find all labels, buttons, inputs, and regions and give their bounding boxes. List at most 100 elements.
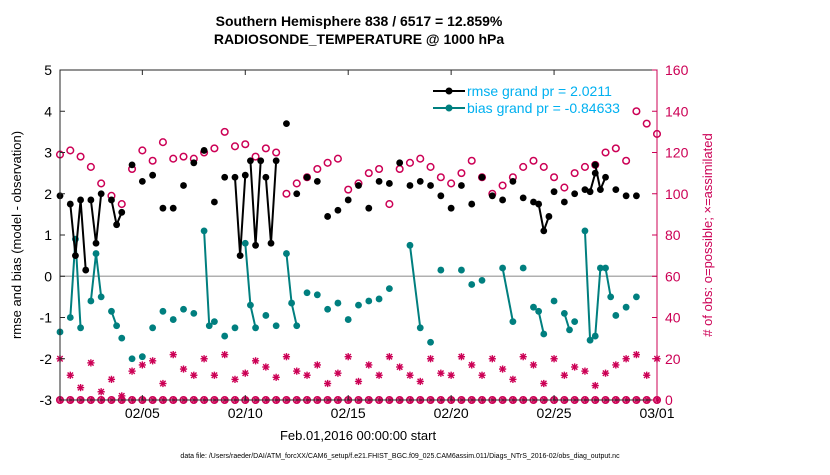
obs-assimilated-marker xyxy=(169,351,177,359)
obs-possible-marker xyxy=(292,179,301,188)
rmse-line xyxy=(69,198,87,271)
bias-point xyxy=(540,330,548,338)
obs-assimilated-stroke xyxy=(355,378,362,385)
bias-point xyxy=(303,289,311,297)
rmse-point xyxy=(267,239,275,247)
obs-assimilated-marker xyxy=(241,369,249,377)
y-tick-label-left: 0 xyxy=(44,268,52,284)
obs-assimilated-marker xyxy=(571,363,579,371)
obs-assimilated-marker xyxy=(282,353,291,361)
obs-assimilated-stroke xyxy=(561,372,568,379)
bias-line xyxy=(583,230,592,341)
obs-assimilated-marker xyxy=(344,353,352,361)
obs-possible-marker xyxy=(570,169,579,178)
bias-point xyxy=(622,303,630,311)
obs-assimilated-stroke xyxy=(67,372,74,379)
obs-assimilated-stroke xyxy=(108,376,115,383)
bias-point xyxy=(66,314,74,321)
obs-possible-marker xyxy=(642,119,651,128)
bias-point xyxy=(586,336,594,344)
rmse-point xyxy=(221,173,229,181)
rmse-point xyxy=(509,177,517,185)
bias-point xyxy=(247,301,254,309)
bias-point xyxy=(231,324,239,332)
obs-assimilated-stroke xyxy=(458,353,465,360)
obs-possible-marker xyxy=(611,144,620,153)
obs-possible-marker xyxy=(261,144,270,153)
rmse-point xyxy=(344,196,352,204)
rmse-point xyxy=(396,159,404,167)
bias-point xyxy=(375,295,383,303)
obs-assimilated-stroke xyxy=(170,351,177,358)
y-tick-label-right: 20 xyxy=(665,351,681,367)
y-tick-label-left: 1 xyxy=(44,227,52,243)
rmse-point xyxy=(535,200,543,208)
chart-title-line2: RADIOSONDE_TEMPERATURE @ 1000 hPa xyxy=(214,31,505,47)
obs-assimilated-stroke xyxy=(200,355,208,362)
rmse-point xyxy=(406,182,414,189)
obs-possible-marker xyxy=(148,156,157,165)
obs-assimilated-stroke xyxy=(97,388,105,395)
obs-assimilated-stroke xyxy=(602,369,609,377)
obs-assimilated-stroke xyxy=(190,372,198,379)
rmse-point xyxy=(313,177,321,185)
y-tick-label-left: -3 xyxy=(40,392,53,408)
obs-assimilated-stroke xyxy=(149,357,156,365)
rmse-point xyxy=(478,173,486,181)
bias-line xyxy=(594,267,602,337)
obs-assimilated-marker xyxy=(601,369,610,377)
obs-assimilated-stroke xyxy=(252,357,259,365)
y-tick-label-right: 120 xyxy=(665,145,689,161)
bias-point xyxy=(355,301,362,309)
rmse-point xyxy=(231,173,239,181)
obs-possible-marker xyxy=(447,179,456,188)
obs-assimilated-stroke xyxy=(283,353,290,360)
rmse-point xyxy=(581,186,589,194)
obs-assimilated-stroke xyxy=(478,372,486,379)
bias-point xyxy=(241,239,249,247)
bias-point xyxy=(313,291,321,299)
rmse-point xyxy=(77,196,84,204)
bias-point xyxy=(169,316,177,323)
obs-assimilated-stroke xyxy=(334,369,342,377)
bias-point xyxy=(113,322,121,330)
obs-assimilated-marker xyxy=(457,353,466,361)
obs-possible-marker xyxy=(241,140,250,149)
obs-possible-marker xyxy=(529,156,538,165)
obs-possible-marker xyxy=(601,148,610,157)
bias-point xyxy=(468,281,476,288)
obs-possible-marker xyxy=(405,158,415,167)
rmse-point xyxy=(540,227,548,235)
obs-assimilated-marker xyxy=(303,371,311,379)
rmse-point xyxy=(272,157,280,165)
obs-possible-marker xyxy=(385,200,394,209)
bias-point xyxy=(519,264,527,272)
obs-assimilated-stroke xyxy=(437,369,445,377)
rmse-point xyxy=(375,177,383,185)
rmse-point xyxy=(252,241,259,249)
obs-assimilated-stroke xyxy=(242,369,249,377)
bias-point xyxy=(427,338,434,346)
obs-possible-marker xyxy=(436,173,445,182)
bias-point xyxy=(283,250,290,257)
obs-assimilated-stroke xyxy=(365,361,372,369)
obs-assimilated-marker xyxy=(406,371,414,379)
chart-title-line1: Southern Hemisphere 838 / 6517 = 12.859% xyxy=(216,13,503,29)
obs-possible-marker xyxy=(364,169,373,178)
obs-assimilated-stroke xyxy=(406,372,414,379)
bias-point xyxy=(108,307,115,315)
rmse-point xyxy=(97,190,105,198)
obs-assimilated-stroke xyxy=(128,367,136,375)
bias-point xyxy=(458,266,465,274)
bias-point xyxy=(272,322,280,330)
obs-assimilated-marker xyxy=(540,379,548,388)
legend-bias-marker xyxy=(445,104,453,112)
bias-point xyxy=(416,324,424,332)
y-tick-label-right: 100 xyxy=(665,186,689,202)
bias-point xyxy=(92,250,100,257)
obs-assimilated-stroke xyxy=(519,353,527,360)
obs-possible-marker xyxy=(179,152,188,161)
obs-assimilated-stroke xyxy=(211,372,218,379)
rmse-point xyxy=(447,204,455,212)
rmse-point xyxy=(560,198,568,206)
